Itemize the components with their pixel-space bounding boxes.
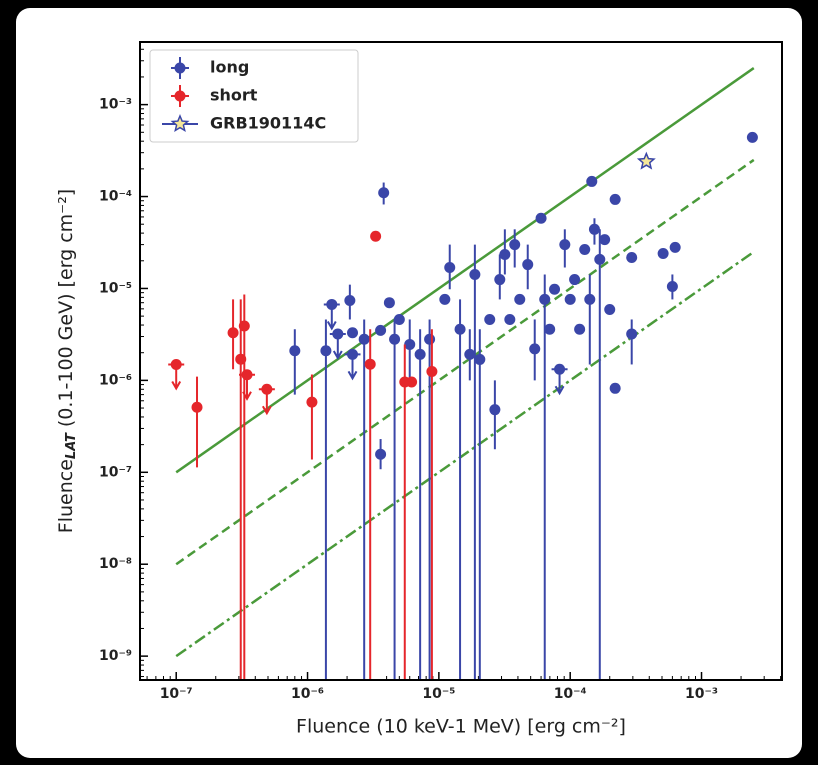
legend-label: short (210, 86, 258, 105)
point (375, 324, 387, 336)
point (504, 313, 516, 325)
point (464, 348, 476, 360)
point (584, 293, 596, 305)
point (657, 248, 669, 260)
point (227, 327, 239, 339)
y-tick-label: 10⁻⁸ (99, 556, 132, 572)
point (499, 249, 511, 261)
point (586, 175, 598, 187)
plot-area (168, 67, 758, 680)
reference-line (175, 158, 755, 566)
point (439, 293, 451, 305)
point (414, 348, 426, 360)
point (474, 353, 486, 365)
y-label-rest: (0.1-100 GeV) [erg cm⁻²] (55, 189, 77, 427)
x-tick-label: 10⁻⁵ (422, 686, 455, 702)
point (564, 293, 576, 305)
point (344, 294, 356, 306)
point (746, 131, 758, 143)
point (306, 396, 318, 408)
point (514, 293, 526, 305)
point (509, 239, 521, 251)
point (358, 333, 370, 345)
point (406, 376, 418, 388)
plot-frame (139, 41, 783, 681)
point (261, 383, 273, 395)
point (494, 274, 506, 286)
point (191, 401, 203, 413)
y-tick-label: 10⁻⁵ (99, 280, 132, 296)
point (289, 345, 301, 357)
y-tick-label: 10⁻⁹ (99, 648, 132, 664)
point (326, 298, 338, 310)
point (666, 281, 678, 293)
point (484, 313, 496, 325)
point (588, 223, 600, 235)
point (535, 212, 547, 224)
point (609, 193, 621, 205)
point (569, 274, 581, 286)
x-tick-label: 10⁻⁶ (291, 686, 324, 702)
point (609, 382, 621, 394)
legend-marker (174, 62, 186, 74)
point (469, 268, 481, 280)
point (241, 369, 253, 381)
point (170, 358, 182, 370)
point (599, 234, 611, 246)
point (559, 239, 571, 251)
point (370, 230, 382, 242)
point (574, 323, 586, 335)
point (426, 365, 438, 377)
point (604, 304, 616, 316)
point (594, 253, 606, 265)
legend-box (149, 49, 359, 143)
point (544, 323, 556, 335)
point (424, 333, 436, 345)
point (364, 358, 376, 370)
point (489, 404, 501, 416)
point (238, 320, 250, 332)
point (669, 241, 681, 253)
point (554, 363, 566, 375)
point (389, 333, 401, 345)
reference-line (175, 67, 755, 474)
point (579, 244, 591, 256)
y-label-main: Fluence (55, 459, 77, 533)
point (404, 338, 416, 350)
point (522, 259, 534, 271)
point (529, 343, 541, 355)
x-tick-label: 10⁻³ (685, 686, 718, 702)
legend-marker (170, 114, 190, 133)
point (378, 187, 390, 199)
point (539, 293, 551, 305)
y-label-sub: LAT (64, 432, 79, 459)
point (347, 327, 359, 339)
legend-marker (174, 90, 186, 102)
point (549, 283, 561, 295)
reference-line (175, 250, 755, 658)
point (383, 297, 395, 309)
legend-label: long (210, 58, 249, 77)
point (444, 262, 456, 274)
x-tick-label: 10⁻⁴ (554, 686, 587, 702)
point (332, 328, 344, 340)
point (454, 323, 466, 335)
point (393, 313, 405, 325)
point (375, 448, 387, 460)
y-tick-label: 10⁻⁶ (99, 372, 132, 388)
legend-label: GRB190114C (210, 114, 326, 133)
y-tick-label: 10⁻³ (99, 97, 132, 113)
x-axis-label: Fluence (10 keV-1 MeV) [erg cm⁻²] (296, 716, 626, 738)
y-tick-label: 10⁻⁴ (99, 189, 132, 205)
point (347, 348, 359, 360)
x-tick-label: 10⁻⁷ (160, 686, 193, 702)
point (320, 345, 332, 357)
y-tick-label: 10⁻⁷ (99, 464, 132, 480)
y-axis-label: FluenceLAT (0.1-100 GeV) [erg cm⁻²] (55, 189, 79, 533)
star-point (636, 151, 656, 170)
point (626, 252, 638, 264)
point (626, 328, 638, 340)
